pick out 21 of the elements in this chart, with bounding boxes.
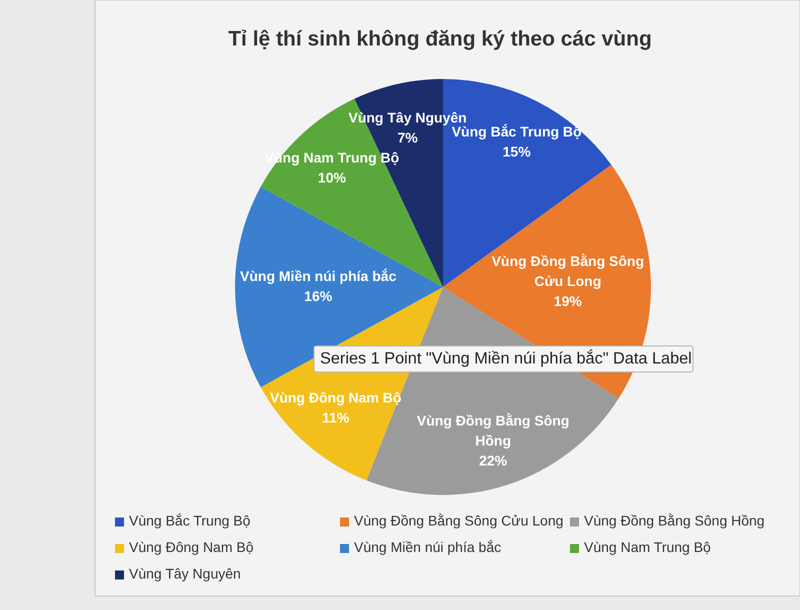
slice-label: Vùng Miền núi phía bắc [240, 268, 397, 284]
legend-label: Vùng Tây Nguyên [129, 566, 241, 582]
data-label: 19% [554, 292, 582, 309]
legend-label: Vùng Nam Trung Bộ [584, 539, 712, 556]
text: Series 1 Point "Vùng Miền núi phía bắc" Data Label [320, 348, 692, 368]
chart-title: Tỉ lệ thí sinh không đăng ký theo các vùng [228, 28, 652, 51]
legend-label: Vùng Miền núi phía bắc [354, 539, 502, 556]
data-label: 7% [397, 129, 418, 146]
slice-label: Vùng Tây Nguyên [348, 109, 467, 126]
slice-label: Vùng Bắc Trung Bộ [452, 123, 582, 140]
legend-label: Vùng Bắc Trung Bộ [129, 512, 251, 529]
data-label: 15% [502, 143, 532, 160]
slice-label: Vùng Đồng Bằng Sông Cửu Long [492, 252, 644, 289]
data-label: 11% [322, 409, 350, 426]
slice-label: Vùng Đồng Bằng Sông Hồng [416, 412, 570, 448]
legend-label: Vùng Đồng Bằng Sông Cửu Long [354, 512, 564, 529]
data-label: 16% [304, 288, 333, 304]
legend-label: Vùng Đồng Bằng Sông Hồng [584, 512, 765, 529]
legend-label: Vùng Đông Nam Bộ [129, 539, 254, 556]
data-label: 10% [318, 169, 346, 186]
data-label: 22% [479, 452, 508, 468]
